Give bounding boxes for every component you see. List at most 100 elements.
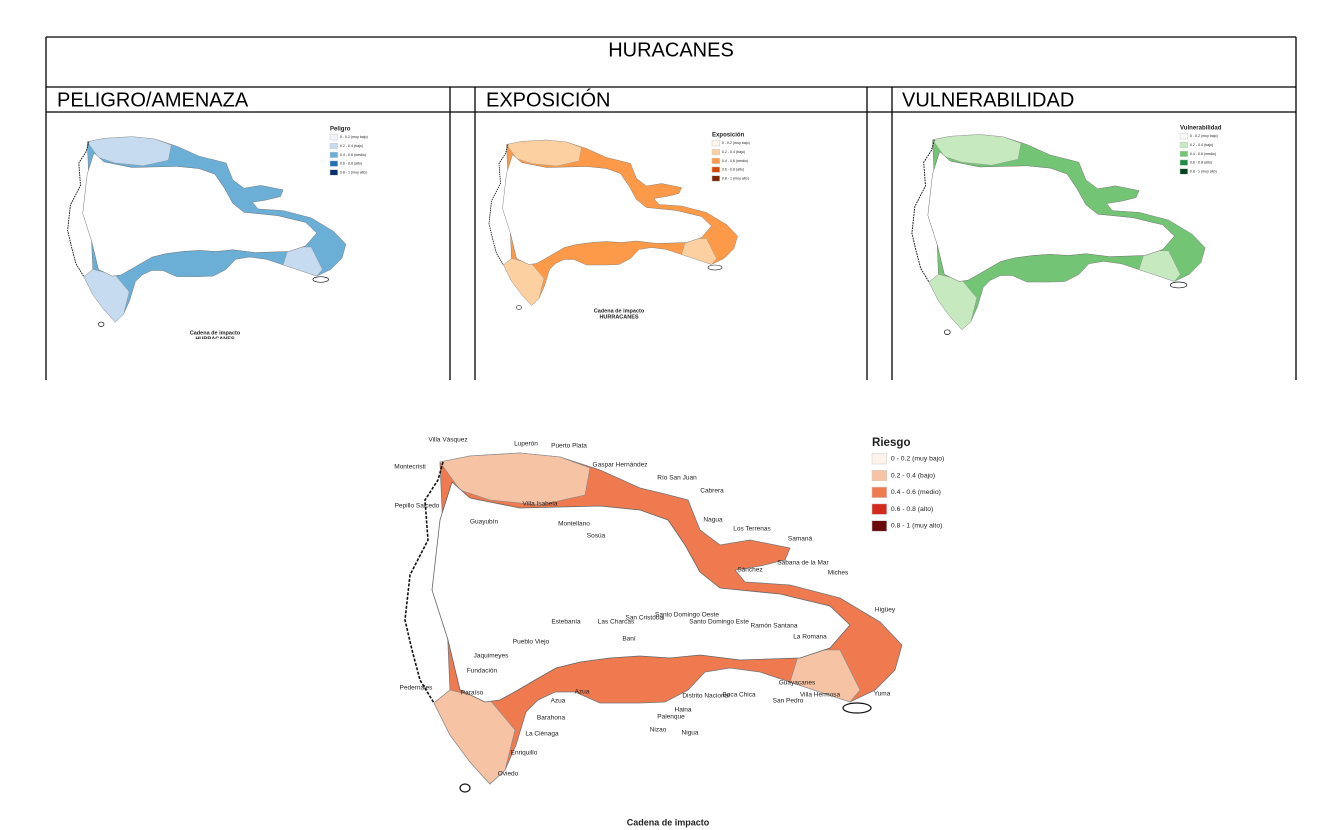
place-label: Ramón Santana bbox=[751, 623, 798, 630]
place-label: Nizao bbox=[650, 727, 667, 734]
place-label: San Cristóbal bbox=[625, 615, 665, 622]
island-map bbox=[67, 136, 347, 327]
island-map bbox=[488, 139, 738, 310]
legend-swatch bbox=[711, 166, 720, 173]
place-label: Azua bbox=[551, 698, 566, 705]
legend-swatch bbox=[329, 160, 338, 167]
place-label: Luperón bbox=[514, 441, 538, 448]
place-label: Enriquillo bbox=[511, 750, 538, 757]
legend-swatch bbox=[871, 520, 887, 532]
legend-title: Exposición bbox=[712, 133, 745, 139]
legend-swatch bbox=[711, 140, 720, 147]
island-map bbox=[911, 134, 1206, 336]
legend-swatch bbox=[871, 470, 887, 482]
panel-map: Exposición 0 - 0.2 (muy bajo) 0.2 - 0.4 (b… bbox=[488, 133, 750, 320]
legend-swatch bbox=[1179, 159, 1188, 166]
legend-title: Vulnerabilidad bbox=[1180, 126, 1222, 132]
column-header: EXPOSICIÓN bbox=[486, 88, 610, 111]
legend-label: 0.4 - 0.6 (medio) bbox=[340, 153, 366, 157]
place-label: Villa Hermosa bbox=[800, 692, 841, 699]
place-label: Santo Domingo Oeste bbox=[655, 612, 719, 619]
legend-swatch bbox=[1179, 142, 1188, 149]
place-label: Montecristi bbox=[394, 464, 425, 471]
place-label: Pepillo Salcedo bbox=[395, 503, 440, 510]
legend-swatch bbox=[1179, 133, 1188, 140]
column-header: PELIGRO/AMENAZA bbox=[57, 89, 249, 111]
legend-label: 0 - 0.2 (muy bajo) bbox=[1190, 134, 1218, 138]
place-label: Haina bbox=[675, 707, 692, 714]
place-label: La Ciénaga bbox=[525, 731, 559, 738]
legend-label: 0.4 - 0.6 (medio) bbox=[722, 159, 748, 163]
place-label: Barahona bbox=[537, 715, 566, 722]
place-label: Jaquimeyes bbox=[474, 653, 509, 660]
place-label: Baní bbox=[622, 636, 636, 643]
table-title: HURACANES bbox=[608, 39, 734, 61]
map-caption: Cadena de impacto bbox=[594, 308, 645, 314]
place-label: Fundación bbox=[467, 668, 498, 675]
legend-label: 0.6 - 0.8 (alto) bbox=[340, 162, 362, 166]
place-label: Oviedo bbox=[498, 771, 519, 778]
place-label: Guayubín bbox=[470, 519, 499, 526]
place-label: Miches bbox=[828, 570, 849, 577]
map-caption: HURRACANES bbox=[195, 336, 234, 342]
map-caption: Cadena de impacto bbox=[627, 817, 710, 827]
legend-label: 0.6 - 0.8 (alto) bbox=[1190, 161, 1212, 165]
legend-swatch bbox=[711, 157, 720, 164]
place-label: Estebanía bbox=[551, 619, 581, 626]
place-label: La Romana bbox=[793, 634, 827, 641]
legend-swatch bbox=[329, 143, 338, 150]
place-label: Pedernales bbox=[400, 685, 434, 692]
legend-label: 0.2 - 0.4 (bajo) bbox=[340, 144, 363, 148]
legend-label: 0.8 - 1 (muy alto) bbox=[1190, 169, 1217, 173]
place-label: Cabrera bbox=[700, 488, 724, 495]
place-label: Nagua bbox=[703, 517, 723, 524]
place-label: Pueblo Viejo bbox=[513, 639, 550, 646]
legend-label: 0 - 0.2 (muy bajo) bbox=[891, 456, 944, 463]
legend-title: Peligro bbox=[330, 127, 351, 133]
place-label: Yuma bbox=[874, 691, 891, 698]
legend-swatch bbox=[329, 134, 338, 141]
place-label: Río San Juan bbox=[657, 475, 697, 482]
place-label: Sánchez bbox=[737, 567, 762, 574]
place-label: Guayacanes bbox=[779, 680, 816, 687]
panel-map: Vulnerabilidad 0 - 0.2 (muy bajo) 0.2 - 0.… bbox=[911, 126, 1222, 354]
legend-label: 0.2 - 0.4 (bajo) bbox=[1190, 143, 1213, 147]
legend-swatch bbox=[1179, 168, 1188, 175]
map-caption: Cadena de impacto bbox=[1043, 342, 1094, 348]
place-label: Sabana de la Mar bbox=[777, 560, 829, 567]
place-label: Montellano bbox=[558, 521, 590, 528]
map-caption: HURRACANES bbox=[599, 314, 638, 320]
place-label: Boca Chica bbox=[722, 692, 756, 699]
map-caption: Cadena de impacto bbox=[190, 330, 241, 336]
legend-label: 0.8 - 1 (muy alto) bbox=[340, 170, 367, 174]
place-label: San Pedro bbox=[773, 698, 804, 705]
place-label: Los Terrenas bbox=[733, 526, 771, 533]
legend-swatch bbox=[711, 149, 720, 156]
place-label: Villa Isabela bbox=[523, 501, 558, 508]
place-label: Gaspar Hernández bbox=[593, 462, 648, 469]
legend-swatch bbox=[871, 503, 887, 515]
place-label: Higüey bbox=[875, 607, 896, 614]
legend-label: 0 - 0.2 (muy bajo) bbox=[722, 141, 750, 145]
legend-label: 0.8 - 1 (muy alto) bbox=[722, 176, 749, 180]
place-label: Sosúa bbox=[587, 533, 606, 540]
panel-map: Peligro 0 - 0.2 (muy bajo) 0.2 - 0.4 (bajo… bbox=[67, 127, 368, 342]
legend-label: 0.4 - 0.6 (medio) bbox=[1190, 152, 1216, 156]
legend-title: Riesgo bbox=[872, 437, 911, 449]
place-label: Samaná bbox=[788, 536, 813, 543]
legend-swatch bbox=[329, 151, 338, 158]
legend-label: 0.2 - 0.4 (bajo) bbox=[891, 472, 935, 479]
legend-swatch bbox=[329, 169, 338, 176]
legend-swatch bbox=[871, 486, 887, 498]
map-caption: HURRACANES bbox=[1048, 348, 1087, 354]
legend-label: 0.6 - 0.8 (alto) bbox=[722, 168, 744, 172]
place-label: Distrito Nacional bbox=[682, 693, 730, 700]
place-label: Santo Domingo Este bbox=[689, 619, 749, 626]
place-label: Azua bbox=[575, 689, 590, 696]
island-map bbox=[404, 452, 903, 793]
place-label: Villa Vásquez bbox=[428, 437, 467, 444]
place-label: Nigua bbox=[682, 730, 699, 737]
legend-swatch bbox=[711, 175, 720, 182]
place-label: Palenque bbox=[657, 714, 685, 721]
